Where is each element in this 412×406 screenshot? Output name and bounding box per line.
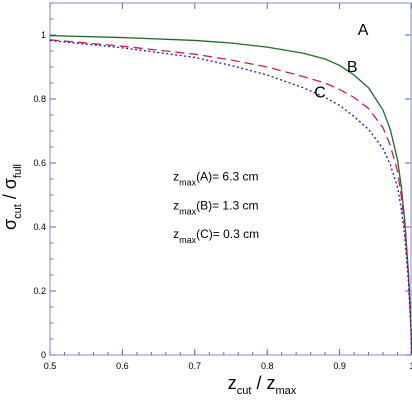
y-tick-label: 0.8 (33, 94, 46, 104)
y-tick-label: 0.6 (33, 158, 46, 168)
annotation-zmax-1: zmax(B)= 1.3 cm (173, 198, 258, 216)
x-tick-label: 1 (409, 361, 412, 371)
series-line-c (49, 39, 412, 356)
x-tick-label: 0.9 (333, 361, 346, 371)
x-axis-main2: z (266, 373, 275, 393)
annotation-zmax-0: zmax(A)= 6.3 cm (173, 170, 258, 188)
series-group (49, 34, 412, 356)
x-axis-sub2: max (275, 385, 296, 397)
y-axis-title: σcut / σfull (0, 164, 24, 230)
x-tick-label: 0.7 (189, 361, 202, 371)
x-axis-main: z (228, 373, 237, 393)
curve-label-a: A (358, 22, 369, 39)
curve-label-b: B (347, 59, 358, 76)
y-tick-label: 1 (41, 30, 46, 40)
y-axis-sep: / (0, 189, 20, 204)
series-line-b (49, 39, 412, 356)
annotation-zmax-2: zmax(C)= 0.3 cm (173, 227, 259, 245)
x-axis-title: zcut / zmax (228, 373, 297, 397)
x-axis-sub: cut (237, 385, 252, 397)
y-tick-label: 0.2 (33, 286, 46, 296)
y-axis-sub: cut (12, 204, 24, 219)
y-axis-main2: σ (0, 178, 20, 189)
x-tick-label: 0.8 (261, 361, 274, 371)
x-tick-label: 0.5 (44, 361, 57, 371)
x-tick-label: 0.6 (116, 361, 129, 371)
y-axis-main: σ (0, 219, 20, 230)
x-axis-sep: / (251, 373, 266, 393)
annotations: zmax(A)= 6.3 cm zmax(B)= 1.3 cm zmax(C)= 0… (173, 170, 259, 246)
y-tick-label: 0.4 (33, 222, 46, 232)
y-tick-label: 0 (41, 350, 46, 360)
series-line-a (49, 34, 412, 356)
curve-labels: A B C (314, 22, 368, 101)
curve-label-c: C (314, 84, 326, 101)
y-axis-sub2: full (12, 164, 24, 178)
axis-ticks: 0.5 0.6 0.7 0.8 0.9 1 0 0.2 0.4 0.6 0.8 1 (33, 2, 412, 371)
